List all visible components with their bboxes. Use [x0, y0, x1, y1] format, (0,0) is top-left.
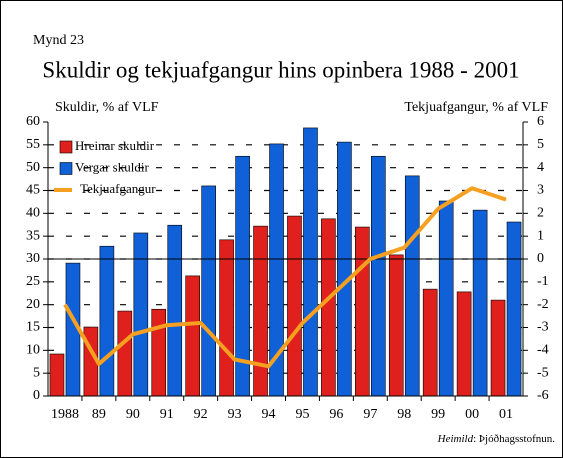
- y-tick-label: 10: [26, 343, 40, 358]
- y-tick-label: 25: [26, 274, 40, 289]
- bar: [151, 308, 167, 397]
- x-tick-label: 94: [262, 407, 276, 422]
- bar: [185, 275, 200, 397]
- source-label: Heimild: [437, 433, 474, 445]
- y-tick-label: 60: [26, 114, 40, 129]
- source-text: : Þjóðhagsstofnun.: [473, 433, 555, 445]
- y2-tick-label: 0: [537, 251, 544, 266]
- bar: [303, 127, 318, 397]
- y-tick-label: 40: [26, 206, 40, 221]
- bar: [167, 224, 183, 397]
- y2-tick-label: 2: [537, 206, 544, 221]
- bar: [472, 209, 488, 397]
- y-tick-label: 5: [33, 365, 40, 380]
- y-tick-label: 35: [26, 228, 40, 243]
- legend-label: Hreinar skuldir: [75, 138, 155, 153]
- legend-swatch: [59, 162, 73, 175]
- bar: [388, 254, 404, 397]
- bar: [438, 200, 454, 397]
- y2-tick-label: -6: [537, 388, 549, 403]
- bar: [117, 310, 133, 397]
- x-tick-label: 99: [431, 407, 445, 422]
- legend-swatch: [59, 140, 73, 154]
- bar: [506, 221, 522, 397]
- y2-tick-label: -3: [537, 320, 549, 335]
- x-tick-label: 95: [295, 407, 309, 422]
- y-axis-label: Skuldir, % af VLF: [55, 100, 159, 115]
- bar: [201, 185, 216, 397]
- y2-tick-label: 5: [537, 137, 544, 152]
- bar: [49, 353, 65, 397]
- y2-tick-label: 3: [537, 183, 544, 198]
- bar: [371, 155, 386, 397]
- y2-tick-label: -5: [537, 365, 549, 380]
- x-tick-label: 1988: [51, 407, 79, 422]
- bar: [219, 239, 234, 397]
- bar: [456, 291, 472, 397]
- x-tick-label: 89: [92, 407, 106, 422]
- x-tick-label: 91: [160, 407, 174, 422]
- legend-label: Vergar skuldir: [75, 159, 149, 174]
- chart-title: Skuldir og tekjuafgangur hins opinbera 1…: [42, 57, 519, 82]
- y2-tick-label: -4: [537, 343, 549, 358]
- bar: [99, 245, 115, 397]
- x-tick-label: 98: [397, 407, 411, 422]
- x-tick-label: 96: [329, 407, 343, 422]
- bar: [287, 215, 302, 397]
- figure-label: Mynd 23: [33, 33, 84, 48]
- y-tick-label: 15: [26, 320, 40, 335]
- y2-tick-label: -1: [537, 274, 549, 289]
- y2-tick-label: 6: [537, 114, 544, 129]
- x-tick-label: 93: [228, 407, 242, 422]
- x-tick-label: 92: [194, 407, 208, 422]
- bar: [404, 175, 420, 397]
- legend-label: Tekjuafgangur: [80, 181, 156, 196]
- source: Heimild: Þjóðhagsstofnun.: [437, 433, 556, 445]
- y-tick-label: 30: [26, 251, 40, 266]
- y2-axis-label: Tekjuafgangur, % af VLF: [404, 100, 548, 115]
- y-tick-label: 55: [26, 137, 40, 152]
- bar: [253, 225, 268, 397]
- bar: [321, 218, 336, 397]
- bar: [355, 226, 370, 397]
- bar: [422, 288, 438, 397]
- line: [63, 186, 507, 369]
- bar: [490, 299, 506, 397]
- y-tick-label: 45: [26, 183, 40, 198]
- y-tick-label: 50: [26, 160, 40, 175]
- y2-tick-label: -2: [537, 297, 549, 312]
- y-tick-label: 0: [33, 388, 40, 403]
- bar: [133, 232, 149, 397]
- y2-tick-label: 4: [537, 160, 544, 175]
- x-tick-label: 01: [499, 407, 513, 422]
- y2-tick-label: 1: [537, 228, 544, 243]
- x-tick-label: 97: [363, 407, 377, 422]
- x-tick-label: 00: [465, 407, 479, 422]
- bar: [337, 141, 352, 397]
- x-tick-label: 90: [126, 407, 140, 422]
- y-tick-label: 20: [26, 297, 40, 312]
